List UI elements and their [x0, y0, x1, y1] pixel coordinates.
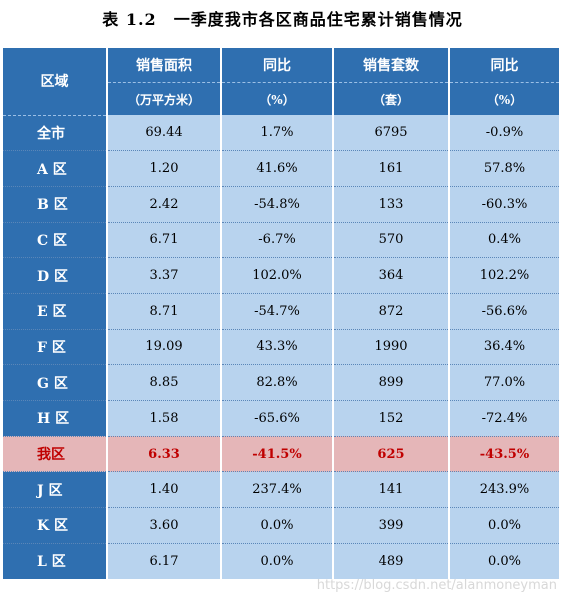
yoy-area-cell: -65.6%: [221, 400, 334, 437]
table-row: J 区 1.40 237.4% 141 243.9%: [3, 471, 559, 508]
area-cell: 1.20: [107, 150, 222, 187]
yoy-area-cell: 41.6%: [221, 150, 334, 187]
area-cell: 8.85: [107, 364, 222, 401]
table-row: F 区 19.09 43.3% 1990 36.4%: [3, 328, 559, 365]
table-row: D 区 3.37 102.0% 364 102.2%: [3, 257, 559, 294]
region-cell: E 区: [3, 292, 108, 330]
region-cell: F 区: [3, 328, 108, 365]
area-cell: 1.58: [107, 400, 222, 437]
yoy-units-cell: 0.0%: [449, 542, 559, 579]
header-units-unit: （套）: [333, 82, 450, 115]
units-cell: 1990: [333, 328, 450, 365]
header-yoy-area-unit: （%）: [221, 82, 334, 115]
header-yoy-units: 同比: [449, 48, 559, 83]
yoy-units-cell: 102.2%: [449, 257, 559, 294]
yoy-area-cell: 1.7%: [221, 115, 334, 151]
yoy-units-cell: -56.6%: [449, 292, 559, 330]
region-cell: B 区: [3, 185, 108, 223]
yoy-units-cell: -43.5%: [449, 435, 559, 472]
units-cell: 899: [333, 364, 450, 401]
yoy-area-cell: -6.7%: [221, 221, 334, 258]
units-cell: 625: [333, 435, 450, 472]
table-row: K 区 3.60 0.0% 399 0.0%: [3, 507, 559, 544]
table-title: 表 1.2 一季度我市各区商品住宅累计销售情况: [102, 10, 463, 29]
region-cell: J 区: [3, 471, 108, 508]
region-cell: A 区: [3, 150, 108, 187]
yoy-units-cell: 0.4%: [449, 221, 559, 258]
yoy-area-cell: 102.0%: [221, 257, 334, 294]
area-cell: 2.42: [107, 185, 222, 223]
header-yoy-area: 同比: [221, 48, 334, 83]
units-cell: 141: [333, 471, 450, 508]
units-cell: 6795: [333, 115, 450, 151]
yoy-area-cell: 0.0%: [221, 542, 334, 579]
header-units: 销售套数: [333, 48, 450, 83]
area-cell: 3.60: [107, 507, 222, 544]
yoy-units-cell: -60.3%: [449, 185, 559, 223]
sales-table: 区域 销售面积 同比 销售套数 同比 （万平方米） （%） （套） （%） 全市…: [3, 48, 559, 579]
table-row: C 区 6.71 -6.7% 570 0.4%: [3, 221, 559, 258]
table-row: L 区 6.17 0.0% 489 0.0%: [3, 542, 559, 579]
area-cell: 8.71: [107, 292, 222, 330]
region-cell: L 区: [3, 542, 108, 579]
yoy-units-cell: -72.4%: [449, 400, 559, 437]
header-area: 销售面积: [107, 48, 222, 83]
table-row: 全市 69.44 1.7% 6795 -0.9%: [3, 115, 559, 151]
region-cell: H 区: [3, 400, 108, 437]
area-cell: 19.09: [107, 328, 222, 365]
area-cell: 69.44: [107, 115, 222, 151]
area-cell: 3.37: [107, 257, 222, 294]
yoy-area-cell: 82.8%: [221, 364, 334, 401]
yoy-area-cell: 237.4%: [221, 471, 334, 508]
table-row: B 区 2.42 -54.8% 133 -60.3%: [3, 185, 559, 223]
area-cell: 1.40: [107, 471, 222, 508]
units-cell: 152: [333, 400, 450, 437]
area-cell: 6.71: [107, 221, 222, 258]
header-region: 区域: [3, 48, 108, 116]
table-row: 我区 6.33 -41.5% 625 -43.5%: [3, 435, 559, 472]
header-yoy-units-unit: （%）: [449, 82, 559, 115]
units-cell: 161: [333, 150, 450, 187]
region-cell: D 区: [3, 257, 108, 294]
table-row: E 区 8.71 -54.7% 872 -56.6%: [3, 292, 559, 330]
yoy-area-cell: -54.7%: [221, 292, 334, 330]
yoy-area-cell: 43.3%: [221, 328, 334, 365]
region-cell: C 区: [3, 221, 108, 258]
yoy-area-cell: 0.0%: [221, 507, 334, 544]
watermark: https://blog.csdn.net/alanmoneyman: [316, 578, 557, 593]
region-cell: K 区: [3, 507, 108, 544]
table-body: 全市 69.44 1.7% 6795 -0.9% A 区 1.20 41.6% 161 57.8%…: [3, 115, 559, 579]
yoy-area-cell: -41.5%: [221, 435, 334, 472]
region-cell: 全市: [3, 115, 108, 151]
units-cell: 489: [333, 542, 450, 579]
yoy-units-cell: -0.9%: [449, 115, 559, 151]
yoy-units-cell: 77.0%: [449, 364, 559, 401]
area-cell: 6.17: [107, 542, 222, 579]
table-row: G 区 8.85 82.8% 899 77.0%: [3, 364, 559, 401]
table-row: A 区 1.20 41.6% 161 57.8%: [3, 150, 559, 187]
header-area-unit: （万平方米）: [107, 82, 222, 115]
yoy-units-cell: 243.9%: [449, 471, 559, 508]
units-cell: 364: [333, 257, 450, 294]
region-cell: G 区: [3, 364, 108, 401]
region-cell: 我区: [3, 435, 108, 472]
units-cell: 133: [333, 185, 450, 223]
yoy-units-cell: 0.0%: [449, 507, 559, 544]
yoy-area-cell: -54.8%: [221, 185, 334, 223]
units-cell: 872: [333, 292, 450, 330]
table-row: H 区 1.58 -65.6% 152 -72.4%: [3, 400, 559, 437]
units-cell: 570: [333, 221, 450, 258]
yoy-units-cell: 57.8%: [449, 150, 559, 187]
units-cell: 399: [333, 507, 450, 544]
area-cell: 6.33: [107, 435, 222, 472]
yoy-units-cell: 36.4%: [449, 328, 559, 365]
